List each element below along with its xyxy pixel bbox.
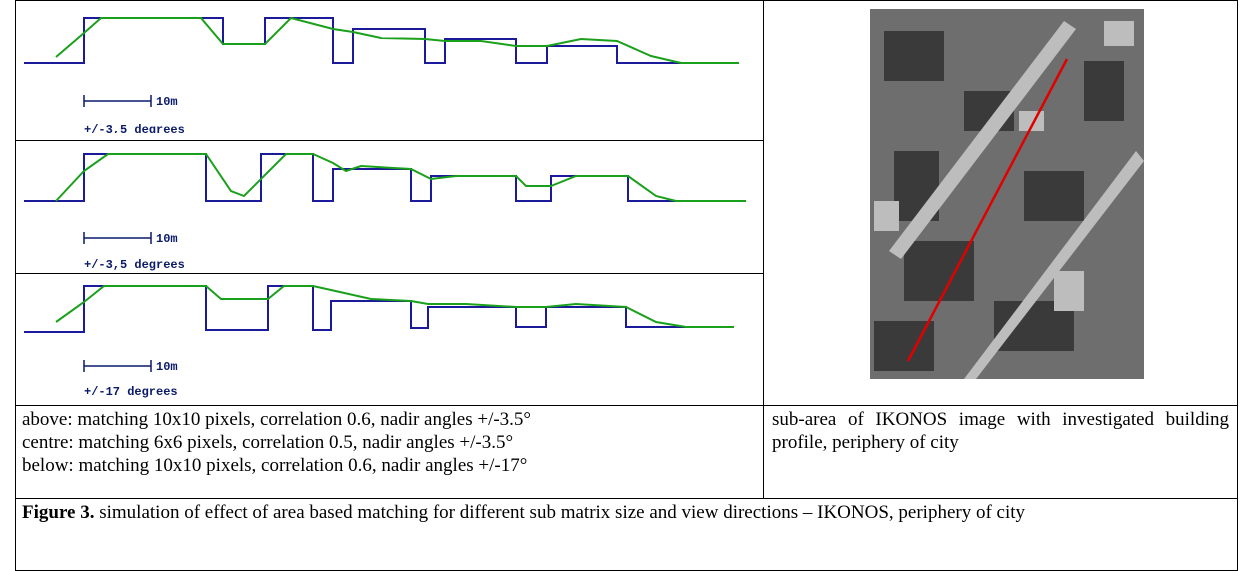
caption-line: below: matching 10x10 pixels, correlatio…: [22, 455, 528, 476]
caption-line: above: matching 10x10 pixels, correlatio…: [22, 409, 532, 430]
profile-plot: 10m +/-3,5 degrees: [24, 16, 739, 133]
aerial-image: [870, 9, 1144, 379]
profile-panel: 10m +/-3,5 degrees: [15, 140, 764, 274]
profile-plot: 10m +/-17 degrees: [24, 285, 734, 399]
matched-profile: [55, 153, 746, 202]
angle-label: +/-3,5 degrees: [84, 123, 185, 133]
caption-line: centre: matching 6x6 pixels, correlation…: [22, 432, 514, 453]
angle-label: +/-17 degrees: [84, 385, 178, 399]
matched-profile: [55, 16, 739, 64]
profile-plot: 10m +/-3,5 degrees: [24, 153, 746, 272]
figure-label: Figure 3.: [22, 502, 95, 523]
scale-bar: [83, 360, 152, 372]
profile-panel: 10m +/-3,5 degrees: [15, 0, 764, 141]
figure-text: simulation of effect of area based match…: [94, 502, 1026, 523]
scale-bar: [83, 232, 152, 244]
scale-label: 10m: [156, 232, 178, 246]
profile-panel: 10m +/-17 degrees: [15, 273, 764, 406]
scale-label: 10m: [156, 95, 178, 109]
scale-label: 10m: [156, 360, 178, 374]
scale-bar: [83, 95, 152, 107]
true-profile: [24, 285, 734, 333]
image-caption: sub-area of IKONOS image with investigat…: [763, 405, 1238, 499]
true-profile: [24, 17, 739, 64]
figure-caption: Figure 3. simulation of effect of area b…: [15, 498, 1238, 571]
true-profile: [24, 153, 746, 202]
matched-profile: [55, 285, 734, 328]
left-caption: above: matching 10x10 pixels, correlatio…: [15, 405, 764, 499]
angle-label: +/-3,5 degrees: [84, 258, 185, 272]
image-cell: [763, 0, 1238, 406]
